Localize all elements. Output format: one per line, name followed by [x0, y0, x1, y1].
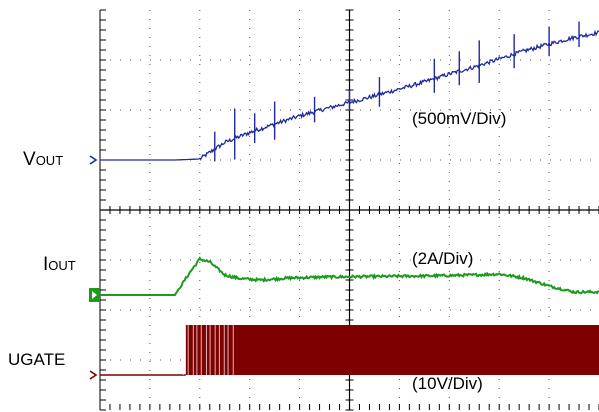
ugate-switching-band [185, 325, 599, 375]
iout-trace [100, 256, 599, 296]
iout-ground-marker [92, 291, 97, 299]
labels: VOUT (500mV/Div) IOUT (2A/Div) UGATE (10… [8, 109, 506, 393]
traces [100, 21, 599, 376]
vout-ground-marker [89, 155, 98, 165]
ugate-scale-label: (10V/Div) [412, 374, 483, 393]
ugate-label: UGATE [8, 350, 65, 369]
ugate-ground-marker [89, 370, 98, 380]
ground-markers [89, 155, 100, 380]
vout-scale-label: (500mV/Div) [412, 109, 506, 128]
iout-scale-label: (2A/Div) [412, 249, 473, 268]
iout-label: IOUT [43, 254, 76, 275]
vout-label: VOUT [23, 149, 63, 170]
